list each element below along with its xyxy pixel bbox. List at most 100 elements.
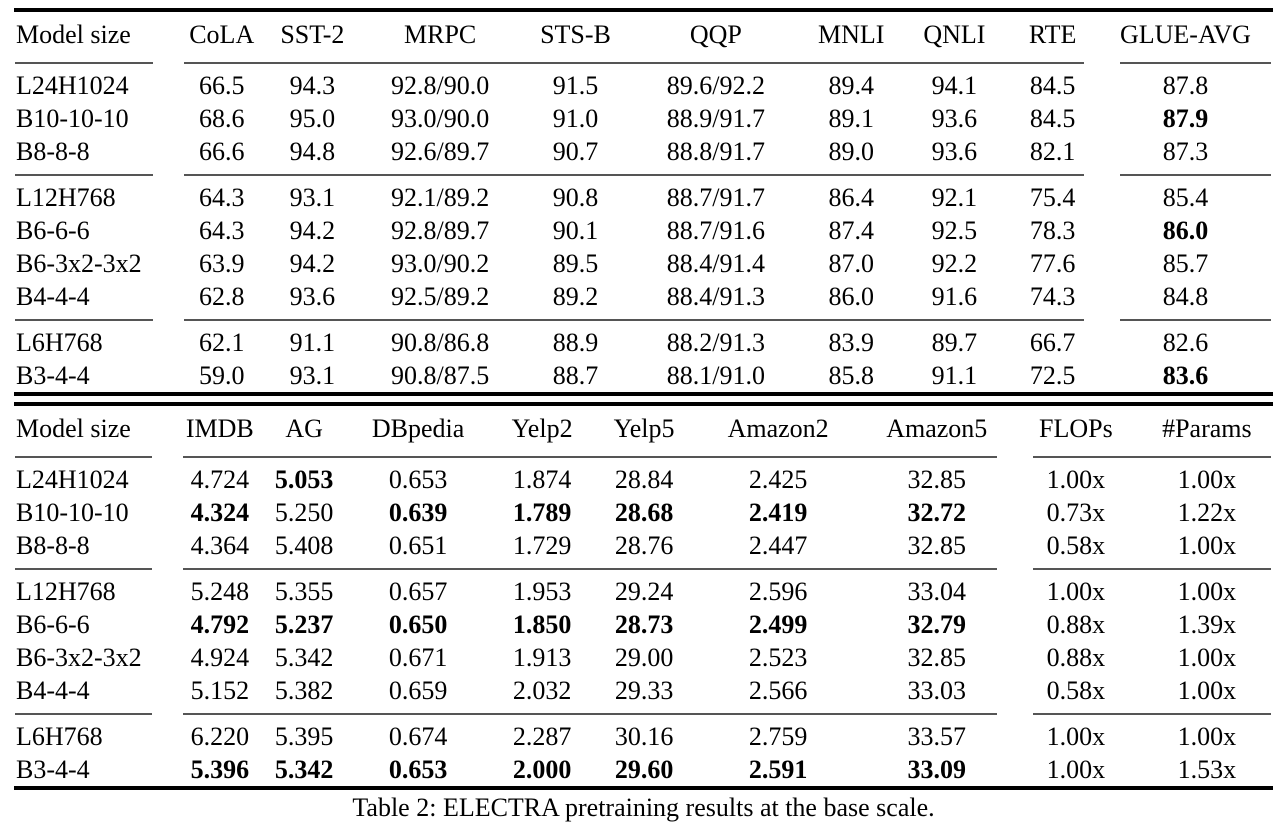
value-cell: 92.5 bbox=[931, 216, 978, 245]
value-cell: 88.2/91.3 bbox=[666, 328, 765, 357]
value-cell: 89.6/92.2 bbox=[666, 71, 765, 100]
value-cell: 2.591 bbox=[748, 755, 808, 784]
value-cell: 92.1/89.2 bbox=[391, 183, 490, 212]
table-row: L24H1024 66.5 94.3 92.8/90.0 91.5 89.6/92.2 89… bbox=[14, 69, 1273, 102]
rule-segment bbox=[14, 707, 178, 720]
value-cell: 62.1 bbox=[198, 328, 245, 357]
value-cell: 1.00x bbox=[1046, 577, 1106, 606]
header-row: Model size CoLA SST-2 MRPC STS-B QQP MNLI QNLI R… bbox=[14, 10, 1273, 56]
value-cell: 32.72 bbox=[907, 498, 967, 527]
value-cell: 92.1 bbox=[931, 183, 978, 212]
model-size-cell: B3-4-4 bbox=[16, 755, 90, 784]
header-row: Model size IMDB AG DBpedia Yelp2 Yelp5 Amazon2… bbox=[14, 404, 1273, 450]
value-cell: 74.3 bbox=[1029, 282, 1076, 311]
value-cell: 0.58x bbox=[1046, 531, 1106, 560]
column-header: QNLI bbox=[923, 19, 986, 49]
value-cell: 2.425 bbox=[748, 465, 808, 494]
value-cell: 64.3 bbox=[198, 216, 245, 245]
table-row: B8-8-8 4.364 5.408 0.651 1.729 28.76 2.447 32.8… bbox=[14, 529, 1273, 562]
rule-segment bbox=[179, 168, 1098, 181]
value-cell: 88.9 bbox=[552, 328, 599, 357]
value-cell: 5.053 bbox=[274, 465, 334, 494]
value-cell: 68.6 bbox=[198, 104, 245, 133]
value-cell: 0.659 bbox=[388, 676, 448, 705]
value-cell: 78.3 bbox=[1029, 216, 1076, 245]
value-cell: 5.237 bbox=[274, 610, 334, 639]
value-cell: 94.2 bbox=[289, 249, 336, 278]
value-cell: 66.5 bbox=[198, 71, 245, 100]
value-cell: 6.220 bbox=[190, 722, 250, 751]
value-cell: 2.447 bbox=[748, 531, 808, 560]
rule-segment bbox=[14, 450, 178, 463]
value-cell: 87.3 bbox=[1162, 137, 1209, 166]
value-cell: 5.396 bbox=[190, 755, 250, 784]
model-size-cell: L24H1024 bbox=[16, 71, 129, 100]
rule-segment bbox=[1098, 56, 1273, 69]
value-cell: 93.6 bbox=[931, 104, 978, 133]
value-cell: 1.22x bbox=[1177, 498, 1237, 527]
value-cell: 94.1 bbox=[931, 71, 978, 100]
value-cell: 87.4 bbox=[828, 216, 874, 245]
value-cell: 90.8 bbox=[552, 183, 599, 212]
value-cell: 2.032 bbox=[512, 676, 572, 705]
value-cell: 0.653 bbox=[388, 755, 448, 784]
value-cell: 89.5 bbox=[552, 249, 599, 278]
value-cell: 88.1/91.0 bbox=[666, 361, 765, 390]
value-cell: 29.24 bbox=[614, 577, 674, 606]
value-cell: 92.6/89.7 bbox=[391, 137, 490, 166]
value-cell: 28.84 bbox=[614, 465, 674, 494]
column-header: STS-B bbox=[540, 19, 611, 49]
column-header: MRPC bbox=[404, 19, 477, 49]
table-row: L24H1024 4.724 5.053 0.653 1.874 28.84 2.425 32… bbox=[14, 463, 1273, 496]
rule-divider bbox=[14, 562, 1273, 575]
model-size-cell: B8-8-8 bbox=[16, 137, 90, 166]
value-cell: 87.9 bbox=[1162, 104, 1209, 133]
rule-segment bbox=[179, 313, 1098, 326]
model-size-cell: B10-10-10 bbox=[16, 498, 129, 527]
value-cell: 32.85 bbox=[907, 643, 967, 672]
value-cell: 5.382 bbox=[274, 676, 334, 705]
table-row: L6H768 6.220 5.395 0.674 2.287 30.16 2.759 33.5… bbox=[14, 720, 1273, 753]
value-cell: 91.5 bbox=[552, 71, 599, 100]
value-cell: 84.5 bbox=[1029, 71, 1076, 100]
value-cell: 28.68 bbox=[614, 498, 674, 527]
value-cell: 1.00x bbox=[1046, 465, 1106, 494]
model-size-cell: B4-4-4 bbox=[16, 676, 90, 705]
value-cell: 0.674 bbox=[388, 722, 448, 751]
value-cell: 1.789 bbox=[512, 498, 572, 527]
column-header: CoLA bbox=[189, 19, 255, 49]
value-cell: 5.248 bbox=[190, 577, 250, 606]
model-size-cell: B6-3x2-3x2 bbox=[16, 249, 142, 278]
table-row: B6-3x2-3x2 63.9 94.2 93.0/90.2 89.5 88.4/91.4… bbox=[14, 247, 1273, 280]
value-cell: 82.6 bbox=[1162, 328, 1209, 357]
value-cell: 1.00x bbox=[1177, 465, 1237, 494]
value-cell: 4.364 bbox=[190, 531, 250, 560]
value-cell: 88.4/91.4 bbox=[666, 249, 765, 278]
value-cell: 91.1 bbox=[289, 328, 336, 357]
model-size-cell: L6H768 bbox=[16, 722, 103, 751]
rule-divider bbox=[14, 450, 1273, 463]
value-cell: 0.657 bbox=[388, 577, 448, 606]
value-cell: 93.1 bbox=[289, 183, 336, 212]
value-cell: 86.0 bbox=[828, 282, 874, 311]
value-cell: 1.00x bbox=[1046, 755, 1106, 784]
value-cell: 5.408 bbox=[274, 531, 334, 560]
value-cell: 2.566 bbox=[748, 676, 808, 705]
value-cell: 94.8 bbox=[289, 137, 336, 166]
column-header: #Params bbox=[1162, 413, 1252, 443]
column-header: Model size bbox=[16, 19, 131, 49]
value-cell: 0.88x bbox=[1046, 610, 1106, 639]
value-cell: 5.342 bbox=[274, 755, 334, 784]
value-cell: 91.0 bbox=[552, 104, 599, 133]
column-header: FLOPs bbox=[1039, 413, 1113, 443]
value-cell: 0.653 bbox=[388, 465, 448, 494]
value-cell: 1.00x bbox=[1046, 722, 1106, 751]
model-size-cell: B4-4-4 bbox=[16, 282, 90, 311]
value-cell: 63.9 bbox=[198, 249, 245, 278]
value-cell: 84.5 bbox=[1029, 104, 1076, 133]
table-row: B4-4-4 62.8 93.6 92.5/89.2 89.2 88.4/91.3 86.0… bbox=[14, 280, 1273, 313]
table-row: B4-4-4 5.152 5.382 0.659 2.032 29.33 2.566 33.0… bbox=[14, 674, 1273, 707]
value-cell: 0.650 bbox=[388, 610, 448, 639]
value-cell: 95.0 bbox=[289, 104, 336, 133]
rule-segment bbox=[14, 313, 179, 326]
